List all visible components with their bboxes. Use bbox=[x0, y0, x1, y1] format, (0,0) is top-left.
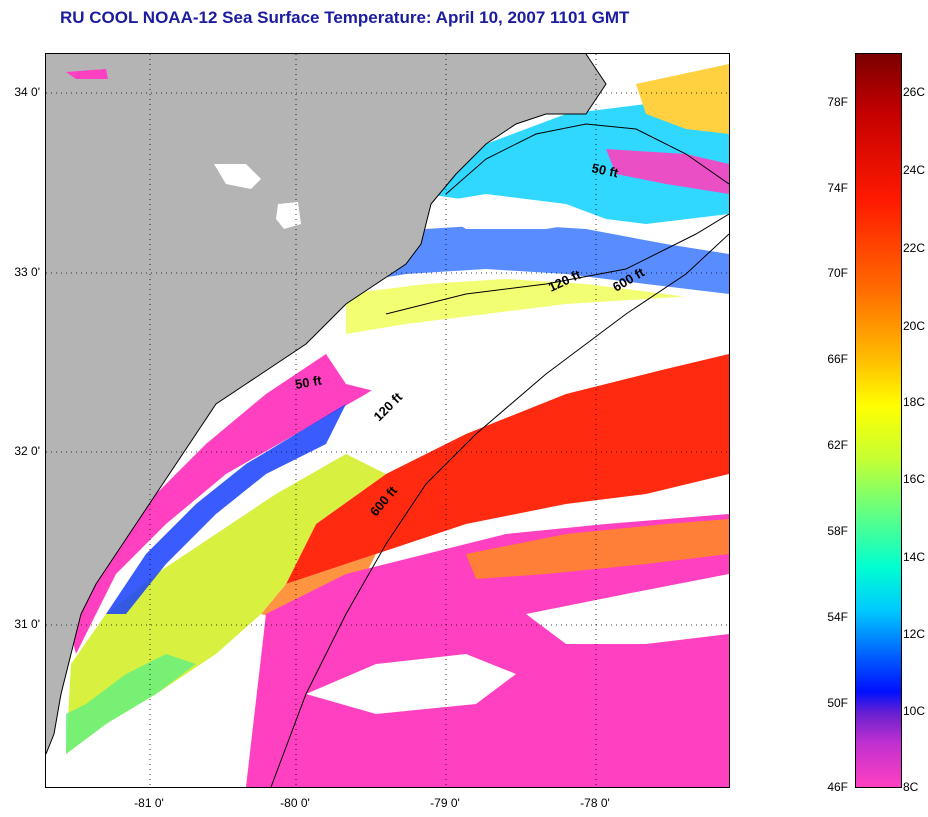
coastline bbox=[46, 54, 607, 755]
lat-label-34: 34 0' bbox=[14, 85, 40, 99]
lat-label-32: 32 0' bbox=[14, 444, 40, 458]
shelf-green-zone bbox=[66, 654, 196, 754]
lon-label-79: -79 0' bbox=[430, 796, 460, 810]
lat-label-33: 33 0' bbox=[14, 265, 40, 279]
southern-cloud-patch-1 bbox=[306, 654, 516, 714]
shelf-cloud-band-2 bbox=[426, 194, 606, 229]
southern-orange-patch bbox=[466, 519, 729, 579]
colorbar-c-label: 8C bbox=[903, 780, 919, 794]
colorbar-f-label: 46F bbox=[827, 780, 848, 794]
lat-label-31: 31 0' bbox=[14, 617, 40, 631]
colorbar-c-label: 22C bbox=[903, 241, 926, 255]
colorbar-f-label: 74F bbox=[827, 181, 848, 195]
colorbar-f-label: 58F bbox=[827, 524, 848, 538]
contour-label-50ft-south: 50 ft bbox=[294, 372, 324, 392]
colorbar-c-label: 24C bbox=[903, 163, 926, 177]
colorbar-f-label: 78F bbox=[827, 95, 848, 109]
land-cloud-spot-1 bbox=[214, 164, 261, 189]
contour-600ft-line bbox=[270, 233, 729, 787]
colorbar-f-label: 70F bbox=[827, 266, 848, 280]
temperature-colorbar bbox=[855, 53, 902, 788]
land-cloud-spot-2 bbox=[276, 202, 301, 229]
shelf-cloud-band-1 bbox=[326, 294, 729, 399]
contour-120ft-line bbox=[385, 213, 729, 315]
sst-map: 50 ft 120 ft 600 ft 50 ft 120 ft 600 ft bbox=[45, 53, 730, 788]
lon-label-80: -80 0' bbox=[280, 796, 310, 810]
contour-label-50ft-north: 50 ft bbox=[590, 160, 620, 180]
contour-50ft-line bbox=[445, 123, 729, 195]
northern-magenta-patch bbox=[606, 149, 729, 194]
mid-shelf-blue-band bbox=[346, 224, 729, 294]
colorbar-c-label: 16C bbox=[903, 472, 926, 486]
northern-cyan-water bbox=[426, 104, 729, 224]
colorbar-c-label: 18C bbox=[903, 395, 926, 409]
colorbar-c-label: 12C bbox=[903, 627, 926, 641]
nearshore-blue-band bbox=[106, 404, 346, 614]
northeast-warm-patch bbox=[636, 64, 729, 134]
land-spot-magenta bbox=[66, 69, 108, 79]
colorbar-c-label: 26C bbox=[903, 85, 926, 99]
lon-label-78: -78 0' bbox=[580, 796, 610, 810]
colorbar-c-label: 20C bbox=[903, 319, 926, 333]
colorbar-c-label: 14C bbox=[903, 550, 926, 564]
lon-label-81: -81 0' bbox=[134, 796, 164, 810]
map-title: RU COOL NOAA-12 Sea Surface Temperature:… bbox=[60, 8, 630, 27]
colorbar-f-label: 54F bbox=[827, 610, 848, 624]
graticule bbox=[46, 54, 729, 787]
colorbar-f-label: 50F bbox=[827, 696, 848, 710]
colorbar-f-label: 62F bbox=[827, 438, 848, 452]
southern-cloud-patch-2 bbox=[526, 574, 729, 644]
gulf-stream-warm-band bbox=[286, 354, 729, 584]
colorbar-c-label: 10C bbox=[903, 704, 926, 718]
colorbar-f-label: 66F bbox=[827, 352, 848, 366]
land-mass bbox=[46, 54, 606, 754]
southern-magenta-region bbox=[246, 514, 729, 787]
